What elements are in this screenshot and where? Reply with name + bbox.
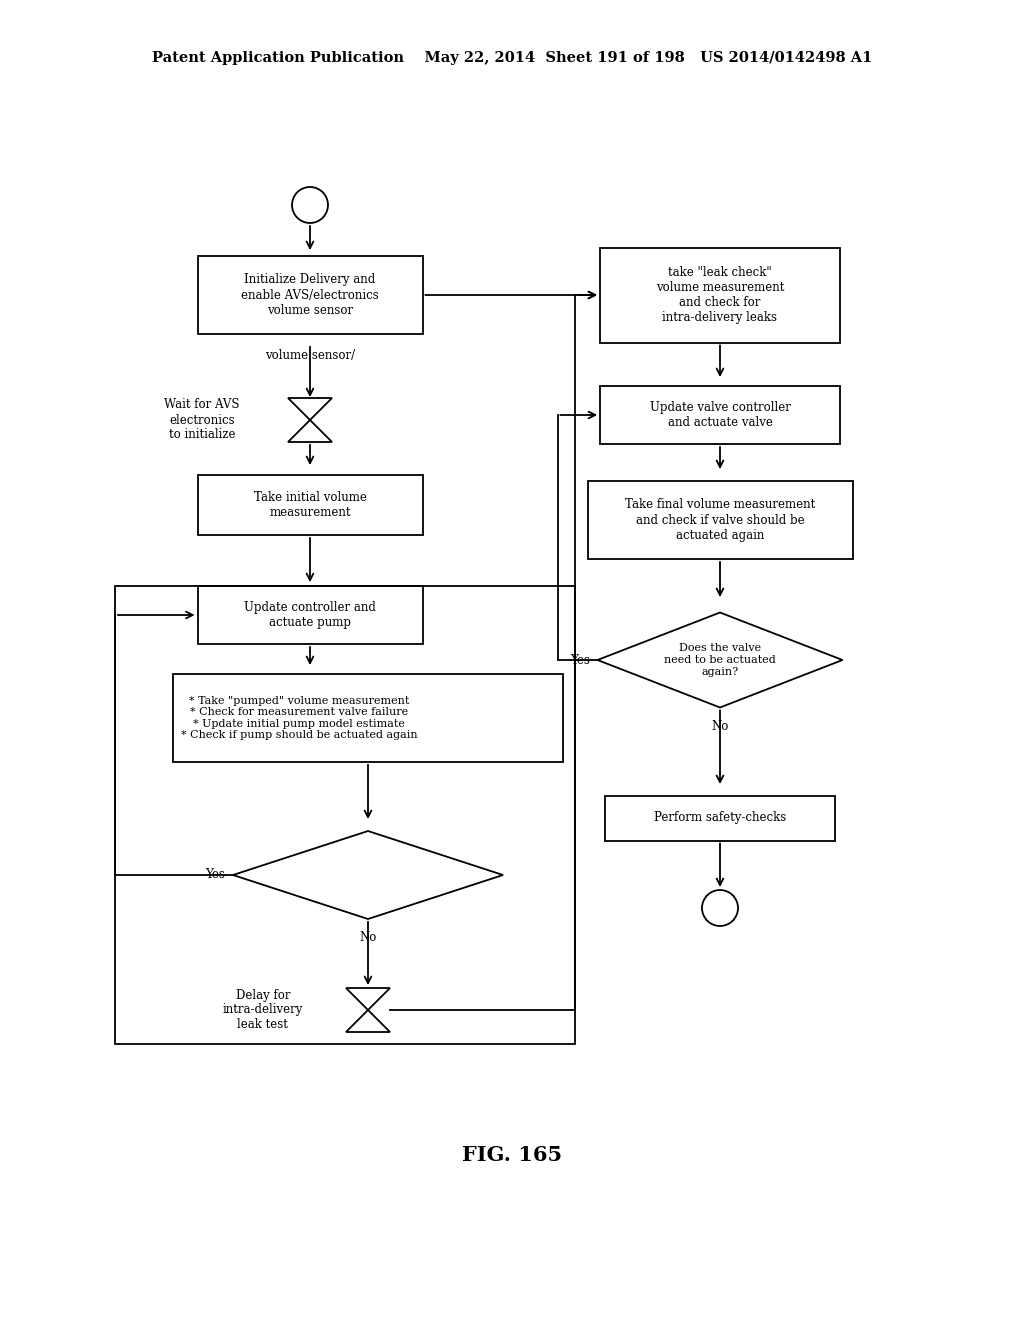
Polygon shape [346, 1010, 390, 1032]
Text: Does the valve
need to be actuated
again?: Does the valve need to be actuated again… [665, 643, 776, 677]
Polygon shape [233, 832, 503, 919]
Text: take "leak check"
volume measurement
and check for
intra-delivery leaks: take "leak check" volume measurement and… [655, 267, 784, 323]
Polygon shape [346, 987, 390, 1010]
FancyBboxPatch shape [588, 480, 853, 558]
Text: Update valve controller
and actuate valve: Update valve controller and actuate valv… [649, 401, 791, 429]
FancyBboxPatch shape [605, 796, 835, 841]
Text: volume sensor/: volume sensor/ [265, 350, 355, 363]
Text: Yes: Yes [569, 653, 590, 667]
Text: FIG. 165: FIG. 165 [462, 1144, 562, 1166]
Polygon shape [597, 612, 843, 708]
Text: Perform safety-checks: Perform safety-checks [654, 812, 786, 825]
Text: Take initial volume
measurement: Take initial volume measurement [254, 491, 367, 519]
Text: No: No [359, 931, 377, 944]
Polygon shape [288, 420, 332, 442]
Text: No: No [712, 719, 729, 733]
Text: Yes: Yes [205, 869, 225, 882]
Text: Initialize Delivery and
enable AVS/electronics
volume sensor: Initialize Delivery and enable AVS/elect… [241, 273, 379, 317]
Circle shape [292, 187, 328, 223]
Text: Delay for
intra-delivery
leak test: Delay for intra-delivery leak test [222, 989, 303, 1031]
Text: Take final volume measurement
and check if valve should be
actuated again: Take final volume measurement and check … [625, 499, 815, 541]
FancyBboxPatch shape [600, 385, 840, 444]
FancyBboxPatch shape [198, 586, 423, 644]
Polygon shape [288, 399, 332, 420]
FancyBboxPatch shape [198, 256, 423, 334]
FancyBboxPatch shape [600, 248, 840, 342]
FancyBboxPatch shape [198, 475, 423, 535]
Text: Update controller and
actuate pump: Update controller and actuate pump [244, 601, 376, 630]
Text: Wait for AVS
electronics
to initialize: Wait for AVS electronics to initialize [165, 399, 240, 441]
FancyBboxPatch shape [173, 675, 563, 762]
Circle shape [702, 890, 738, 927]
Text: Patent Application Publication    May 22, 2014  Sheet 191 of 198   US 2014/01424: Patent Application Publication May 22, 2… [152, 51, 872, 65]
Text: * Take "pumped" volume measurement
* Check for measurement valve failure
* Updat: * Take "pumped" volume measurement * Che… [181, 696, 418, 741]
